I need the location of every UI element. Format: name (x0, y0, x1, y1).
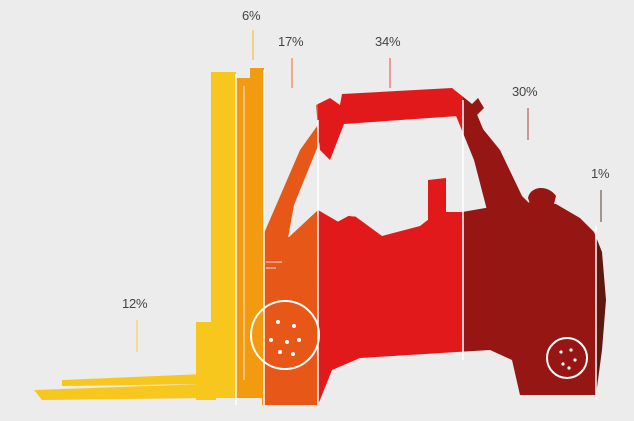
counterweight-percent-label: 30% (512, 84, 538, 99)
carriage-percent-label: 17% (278, 34, 304, 49)
cabin-percent-label: 34% (375, 34, 401, 49)
counterweight-leader-line (527, 108, 529, 140)
fork-leader-line (136, 320, 138, 352)
steering-wheel-icon (323, 195, 361, 219)
segment-dividers (235, 70, 597, 405)
mast-detail (243, 86, 282, 380)
rear-leader-line (600, 190, 602, 222)
mast-leader-line (252, 30, 254, 60)
front-wheel-icon (250, 300, 320, 370)
fork-percent-label: 12% (122, 296, 148, 311)
mast-percent-label: 6% (242, 8, 261, 23)
rear-percent-label: 1% (591, 166, 610, 181)
cabin-leader-line (389, 58, 391, 88)
carriage-leader-line (291, 58, 293, 88)
rear-wheel-icon (546, 337, 588, 379)
